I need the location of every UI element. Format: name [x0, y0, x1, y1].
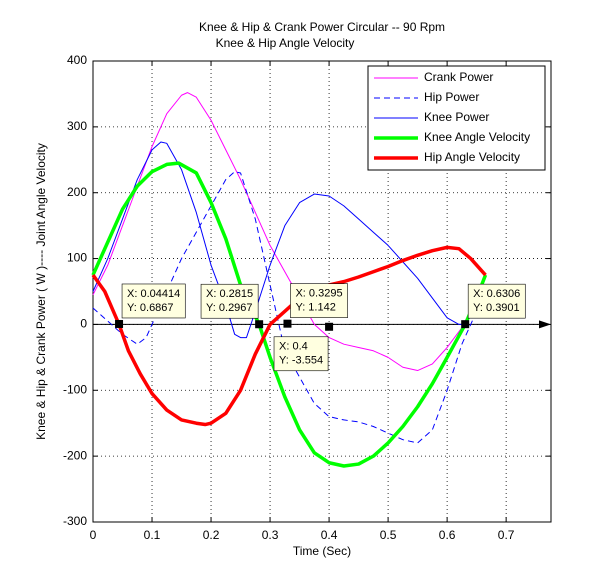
data-tip-marker — [115, 319, 124, 328]
data-tip-box — [290, 283, 348, 318]
data-tip-marker — [461, 320, 470, 329]
data-tip: X: 0.04414 Y: 0.6867 — [121, 283, 186, 319]
data-tip-text: Y: 0.3901 — [473, 302, 520, 314]
data-tip-box — [121, 283, 186, 319]
data-tip: X: 0.6306 Y: 0.3901 — [467, 283, 526, 319]
data-tip-marker — [325, 322, 334, 331]
y-axis-label: Knee & Hip & Crank Power ( W )---- Joint… — [34, 143, 48, 440]
data-tip-marker — [283, 319, 292, 328]
legend-label: Hip Angle Velocity — [424, 150, 520, 164]
legend: Crank Power Hip Power Knee Power Knee Angle… — [367, 65, 546, 171]
series-line — [92, 141, 465, 339]
data-tip-box — [467, 283, 526, 319]
series-line — [92, 92, 486, 372]
series-line — [91, 161, 488, 468]
x-tick-label: 0.3 — [262, 528, 279, 542]
chart-title: Knee & Hip & Crank Power Circular -- 90 … — [199, 20, 445, 34]
x-tick-label: 0.7 — [498, 528, 515, 542]
x-tick-label: 0.4 — [321, 528, 338, 542]
legend-label: Knee Angle Velocity — [424, 130, 530, 144]
chart-title: Knee & Hip Angle Velocity — [216, 36, 355, 50]
y-tick-label: 100 — [67, 251, 87, 265]
data-tip-box — [273, 336, 329, 372]
x-tick-label: 0.2 — [203, 528, 220, 542]
y-tick-label: -100 — [63, 382, 87, 396]
y-tick-label: 400 — [67, 53, 87, 67]
x-tick-label: 0.1 — [144, 528, 161, 542]
x-tick-label: 0 — [90, 528, 97, 542]
y-tick-label: 200 — [67, 185, 87, 199]
x-tick-label: 0.5 — [380, 528, 397, 542]
x-tick-label: 0.6 — [439, 528, 456, 542]
legend-label: Knee Power — [424, 110, 489, 124]
y-tick-label: -200 — [63, 448, 87, 462]
data-tip: X: 0.3295 Y: 1.142 — [290, 283, 348, 318]
data-tip-text: X: 0.4 — [279, 341, 308, 353]
data-tip-text: X: 0.6306 — [473, 288, 520, 300]
data-tip-text: Y: 0.2967 — [206, 302, 253, 314]
series-line — [91, 245, 487, 427]
legend-label: Hip Power — [424, 90, 479, 104]
data-tip: X: 0.4 Y: -3.554 — [273, 336, 329, 372]
zero-arrow-head — [539, 320, 551, 329]
x-axis-label: Time (Sec) — [293, 544, 351, 558]
data-tip-text: X: 0.3295 — [295, 288, 342, 300]
data-tip-box — [200, 283, 259, 319]
y-tick-label: -300 — [63, 514, 87, 528]
data-tip-text: X: 0.04414 — [127, 288, 180, 300]
y-tick-label: 300 — [67, 119, 87, 133]
legend-label: Crank Power — [424, 70, 493, 84]
data-tip-text: X: 0.2815 — [206, 288, 253, 300]
data-tip: X: 0.2815 Y: 0.2967 — [200, 283, 259, 319]
data-tip-text: Y: 1.142 — [295, 302, 335, 314]
data-tip-text: Y: 0.6867 — [127, 302, 173, 314]
data-tip-text: Y: -3.554 — [279, 355, 323, 367]
y-tick-label: 0 — [80, 317, 87, 331]
data-tip-marker — [255, 320, 264, 329]
